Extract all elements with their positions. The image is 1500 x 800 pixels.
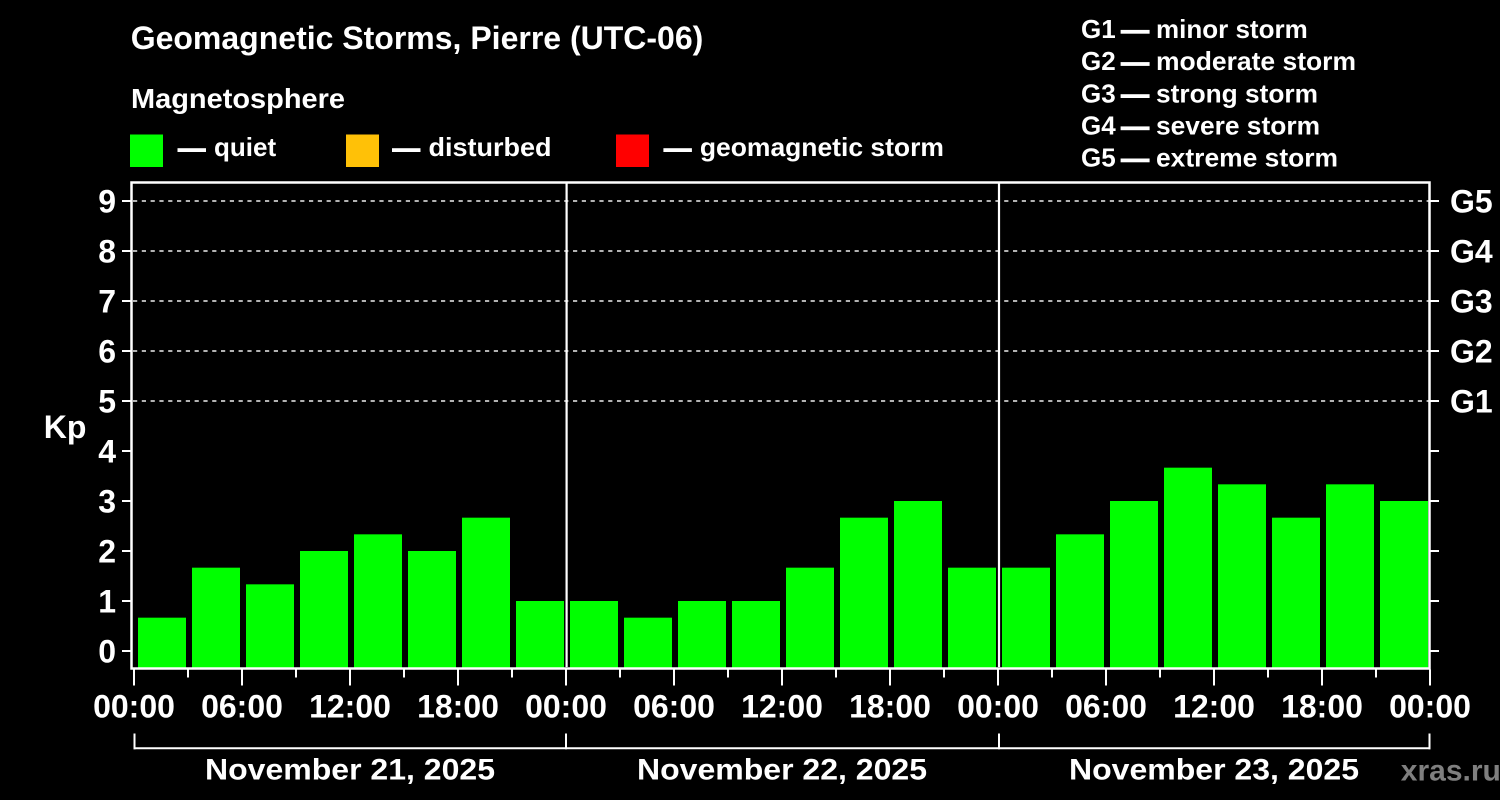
svg-text:G5: G5 — [1081, 143, 1116, 173]
svg-text:4: 4 — [98, 434, 116, 470]
svg-text:G3: G3 — [1450, 284, 1493, 320]
svg-text:extreme storm: extreme storm — [1156, 143, 1338, 173]
svg-text:06:00: 06:00 — [1065, 689, 1147, 725]
svg-text:00:00: 00:00 — [525, 689, 607, 725]
svg-text:November 21, 2025: November 21, 2025 — [205, 753, 495, 786]
svg-text:disturbed: disturbed — [429, 132, 552, 162]
svg-text:xras.ru: xras.ru — [1401, 755, 1500, 788]
svg-text:00:00: 00:00 — [1389, 689, 1471, 725]
svg-text:12:00: 12:00 — [1173, 689, 1255, 725]
svg-text:quiet: quiet — [214, 132, 276, 162]
svg-text:geomagnetic storm: geomagnetic storm — [700, 132, 944, 162]
svg-text:Magnetosphere: Magnetosphere — [131, 83, 345, 114]
svg-text:G2: G2 — [1081, 46, 1116, 76]
svg-text:strong storm: strong storm — [1156, 78, 1318, 108]
svg-text:18:00: 18:00 — [849, 689, 931, 725]
svg-text:9: 9 — [98, 184, 116, 220]
svg-text:severe storm: severe storm — [1156, 111, 1320, 141]
svg-text:G4: G4 — [1081, 111, 1116, 141]
svg-text:00:00: 00:00 — [957, 689, 1039, 725]
svg-text:G2: G2 — [1450, 334, 1493, 370]
svg-text:Kp: Kp — [44, 409, 87, 445]
svg-text:November 22, 2025: November 22, 2025 — [637, 753, 927, 786]
svg-text:00:00: 00:00 — [93, 689, 175, 725]
svg-text:18:00: 18:00 — [1281, 689, 1363, 725]
svg-text:G3: G3 — [1081, 78, 1116, 108]
svg-text:November 23, 2025: November 23, 2025 — [1069, 753, 1359, 786]
svg-text:Geomagnetic Storms, Pierre (UT: Geomagnetic Storms, Pierre (UTC-06) — [131, 20, 704, 56]
svg-text:1: 1 — [98, 584, 116, 620]
svg-text:06:00: 06:00 — [633, 689, 715, 725]
svg-text:moderate storm: moderate storm — [1156, 46, 1356, 76]
svg-text:3: 3 — [98, 484, 116, 520]
svg-text:8: 8 — [98, 234, 116, 270]
svg-text:G1: G1 — [1081, 14, 1116, 44]
svg-text:12:00: 12:00 — [741, 689, 823, 725]
svg-text:minor storm: minor storm — [1156, 14, 1308, 44]
svg-text:5: 5 — [98, 384, 116, 420]
svg-text:6: 6 — [98, 334, 116, 370]
svg-text:12:00: 12:00 — [309, 689, 391, 725]
svg-text:2: 2 — [98, 534, 116, 570]
svg-text:0: 0 — [98, 634, 116, 670]
svg-text:G5: G5 — [1450, 184, 1493, 220]
svg-text:7: 7 — [98, 284, 116, 320]
svg-text:G1: G1 — [1450, 384, 1493, 420]
svg-text:18:00: 18:00 — [417, 689, 499, 725]
svg-text:G4: G4 — [1450, 234, 1493, 270]
svg-text:06:00: 06:00 — [201, 689, 283, 725]
